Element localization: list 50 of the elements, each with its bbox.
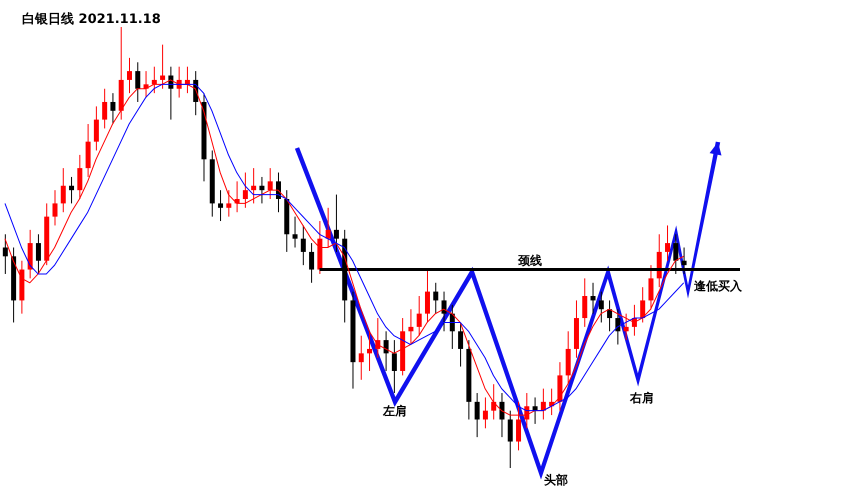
candlestick [60,168,66,213]
candlestick [2,234,8,274]
candlestick [433,282,438,314]
candlestick [94,106,99,151]
candlestick [408,308,414,346]
candlestick [292,216,298,248]
candlestick [450,304,455,350]
candlestick [300,224,306,266]
candlestick [358,335,364,380]
candlestick [640,286,646,323]
candlestick [126,57,132,94]
text: 头部 [544,473,568,487]
candlestick [499,392,504,438]
candlestick [110,92,116,125]
candlestick [226,190,232,218]
candlestick [135,62,140,102]
candlestick [392,340,397,394]
candlestick [474,392,480,438]
candlestick [424,269,430,323]
candlestick [482,396,488,429]
candlestick [665,224,670,262]
candlestick [582,278,588,328]
candlestick [598,291,604,323]
candlestick [334,194,339,252]
candlestick [590,282,596,314]
candlestick [615,308,620,346]
candlestick [52,190,58,226]
candlestick [242,172,248,208]
candlestick [77,154,82,200]
candlestick [309,242,314,284]
candlestick [326,207,331,248]
candlestick [218,190,224,222]
candlestick [458,322,464,368]
candlestick [416,296,422,336]
candlestick [367,330,372,372]
chart-title: 白银日线 2021.11.18 [22,12,161,27]
ref-line-label: 颈线 [516,254,542,268]
candlestick [251,168,256,204]
candlestick [508,410,513,468]
candlestick [69,176,74,204]
candlestick [624,313,629,341]
candlestick [102,88,108,129]
candlestick [648,264,654,310]
candlestick [36,234,41,274]
candlestick [259,176,264,204]
candlestick [268,168,273,200]
annotation: 左肩 [382,404,407,418]
annotation: 右肩 [629,391,654,405]
text: 逢低买入 [693,279,743,293]
candlestick [384,330,389,372]
